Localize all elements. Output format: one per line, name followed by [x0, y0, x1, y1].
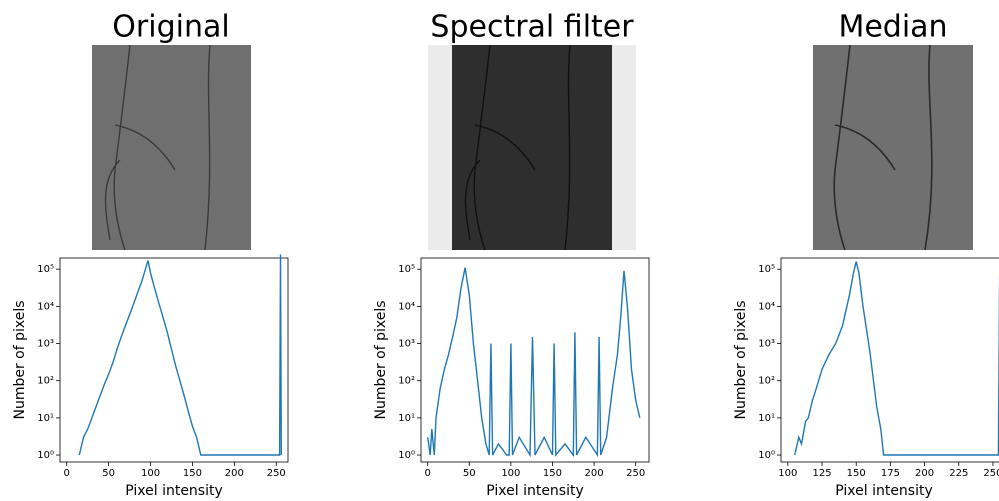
y-tick-label: 10⁵ [398, 264, 415, 275]
axes-frame [780, 257, 999, 463]
image-median [813, 44, 973, 251]
y-tick-label: 10¹ [398, 413, 415, 424]
histogram-line [78, 254, 282, 456]
histogram-line [427, 267, 641, 458]
x-tick-label: 125 [812, 468, 831, 479]
y-tick-label: 10³ [37, 339, 54, 350]
y-tick-label: 10⁰ [37, 450, 54, 461]
y-tick-label: 10³ [398, 339, 415, 350]
x-tick-label: 200 [585, 468, 604, 479]
y-tick-label: 10⁴ [758, 301, 775, 312]
panel-title: Spectral filter [430, 10, 634, 45]
x-tick-label: 150 [183, 468, 202, 479]
x-tick-label: 250 [626, 468, 645, 479]
x-tick-label: 100 [778, 468, 797, 479]
panel-title: Median [838, 10, 947, 45]
x-tick-label: 150 [847, 468, 866, 479]
x-tick-label: 50 [463, 468, 476, 479]
y-tick-label: 10² [37, 376, 54, 387]
y-tick-label: 10¹ [758, 413, 775, 424]
x-tick-label: 0 [64, 468, 70, 479]
y-tick-label: 10² [398, 376, 415, 387]
x-axis-label: Pixel intensity [125, 483, 223, 499]
axes-frame [420, 257, 650, 463]
y-tick-label: 10¹ [37, 413, 54, 424]
x-tick-label: 175 [881, 468, 900, 479]
panel-title: Original [112, 10, 229, 45]
x-axis-label: Pixel intensity [835, 483, 933, 499]
x-tick-label: 250 [983, 468, 999, 479]
y-tick-label: 10⁵ [758, 264, 775, 275]
x-tick-label: 150 [543, 468, 562, 479]
y-axis-label: Number of pixels [12, 300, 28, 419]
histogram-line [794, 261, 999, 456]
x-tick-label: 100 [141, 468, 160, 479]
x-tick-label: 225 [949, 468, 968, 479]
image-original [92, 44, 251, 251]
image-spectral [428, 44, 636, 251]
y-axis-label: Number of pixels [373, 300, 389, 419]
x-tick-label: 50 [102, 468, 115, 479]
axes-frame [59, 257, 289, 463]
x-tick-label: 200 [915, 468, 934, 479]
y-tick-label: 10⁰ [398, 450, 415, 461]
x-tick-label: 100 [501, 468, 520, 479]
y-tick-label: 10⁵ [37, 264, 54, 275]
x-axis-label: Pixel intensity [486, 483, 584, 499]
y-tick-label: 10² [758, 376, 775, 387]
y-tick-label: 10⁴ [398, 301, 415, 312]
y-tick-label: 10⁴ [37, 301, 54, 312]
y-tick-label: 10³ [758, 339, 775, 350]
y-axis-label: Number of pixels [733, 300, 749, 419]
x-tick-label: 0 [424, 468, 430, 479]
y-tick-label: 10⁰ [758, 450, 775, 461]
x-tick-label: 250 [267, 468, 286, 479]
x-tick-label: 200 [225, 468, 244, 479]
